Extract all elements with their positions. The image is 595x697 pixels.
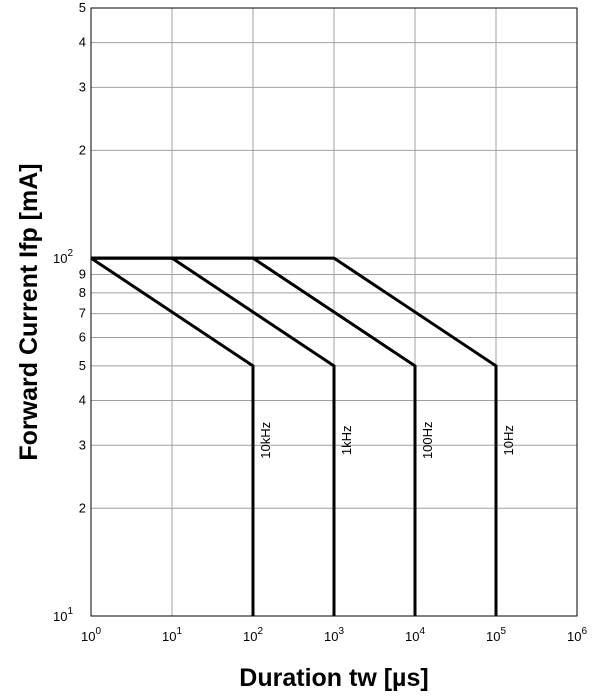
y-axis-label: Forward Current Ifp [mA] bbox=[15, 163, 43, 460]
x-tick-label: 104 bbox=[405, 626, 425, 644]
series-label: 100Hz bbox=[420, 421, 435, 459]
x-tick-labels: 100 101 102 103 104 105 106 bbox=[81, 626, 587, 644]
y-tick-label: 3 bbox=[79, 79, 86, 94]
series-label: 10Hz bbox=[501, 425, 516, 455]
y-tick-label: 2 bbox=[79, 500, 86, 515]
y-tick-label: 5 bbox=[79, 0, 86, 15]
x-tick-label: 102 bbox=[243, 626, 263, 644]
series-label: 1kHz bbox=[339, 425, 354, 455]
y-tick-label: 4 bbox=[79, 35, 86, 50]
plot-frame bbox=[90, 7, 578, 617]
y-tick-labels: 101 2 3 4 5 6 7 8 9 102 2 3 4 5 bbox=[53, 0, 86, 624]
x-tick-label: 103 bbox=[324, 626, 344, 644]
series-labels: 10kHz 1kHz 100Hz 10Hz bbox=[258, 421, 516, 459]
x-tick-label: 101 bbox=[162, 626, 182, 644]
series-line-10Hz bbox=[91, 256, 498, 616]
series-line-1kHz bbox=[91, 256, 336, 616]
series-lines bbox=[90, 256, 498, 616]
x-tick-label: 106 bbox=[567, 626, 587, 644]
x-tick-label: 100 bbox=[81, 626, 101, 644]
y-tick-label: 3 bbox=[79, 437, 86, 452]
y-tick-label: 8 bbox=[79, 285, 86, 300]
y-tick-label: 4 bbox=[79, 393, 86, 408]
y-tick-label: 2 bbox=[79, 142, 86, 157]
series-label: 10kHz bbox=[258, 422, 273, 459]
series-line-10kHz bbox=[90, 256, 255, 616]
x-tick-label: 105 bbox=[486, 626, 506, 644]
y-tick-label: 5 bbox=[79, 358, 86, 373]
x-axis-label: Duration tw [µs] bbox=[239, 664, 428, 692]
y-tick-label: 6 bbox=[79, 330, 86, 345]
y-tick-label: 9 bbox=[79, 267, 86, 282]
y-tick-label: 101 bbox=[53, 606, 73, 624]
y-tick-label: 102 bbox=[53, 248, 73, 266]
y-tick-label: 7 bbox=[79, 306, 86, 321]
